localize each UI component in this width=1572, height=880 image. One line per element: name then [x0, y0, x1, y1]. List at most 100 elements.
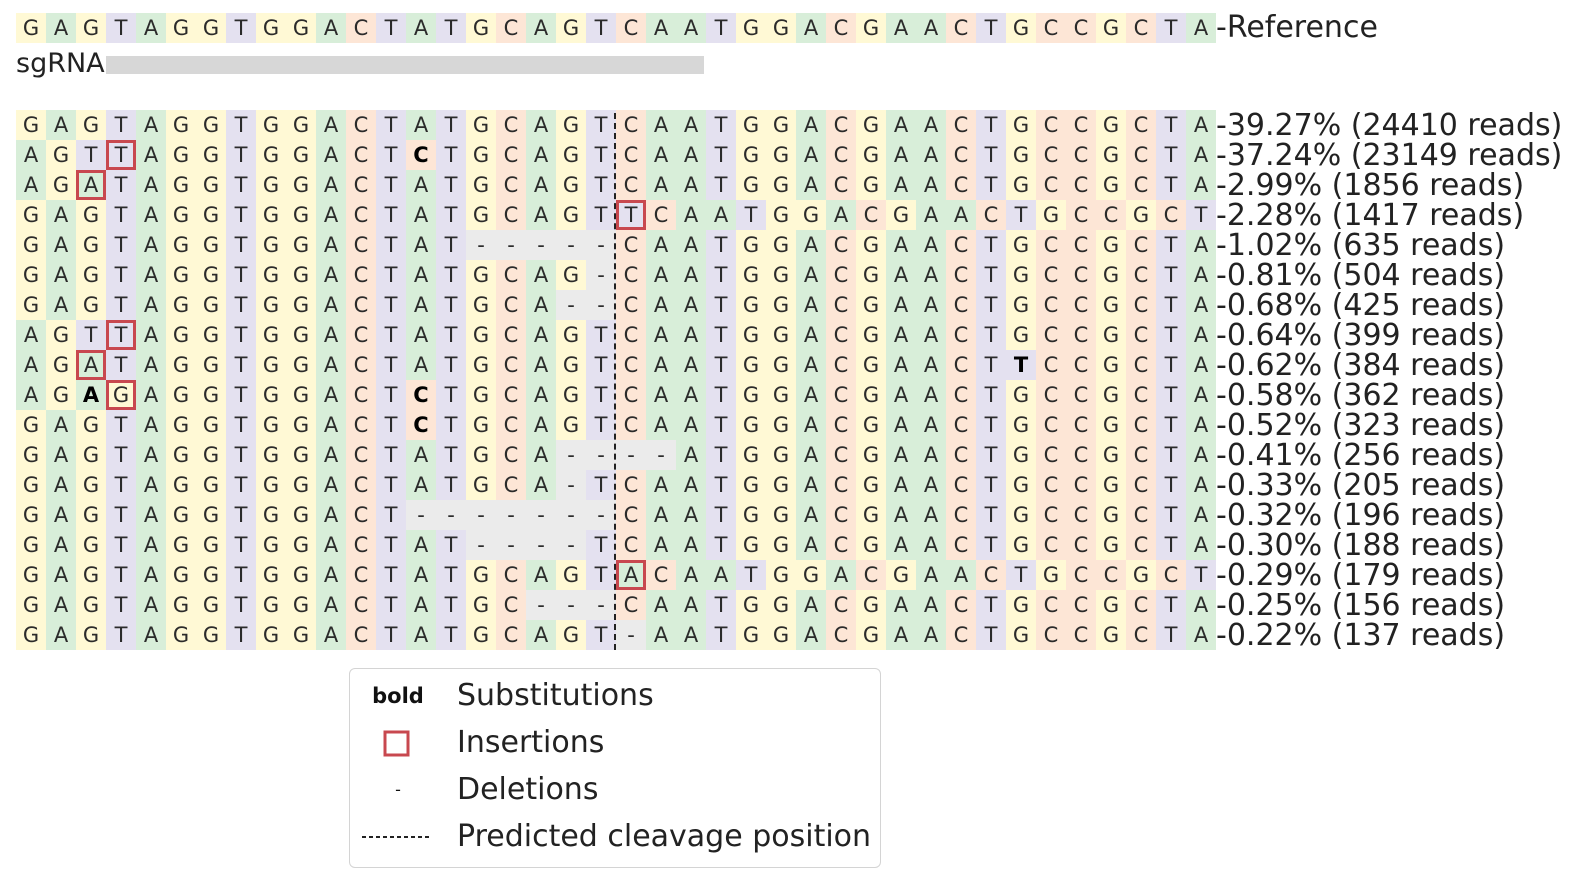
legend-cleavage: Predicted cleavage position [350, 815, 882, 859]
nucleotide-cell: C [496, 620, 526, 650]
nucleotide-cell: A [916, 380, 946, 410]
nucleotide-cell: G [196, 110, 226, 140]
nucleotide-cell: T [436, 410, 466, 440]
legend-insertion-key [350, 721, 446, 765]
nucleotide-cell: G [286, 290, 316, 320]
nucleotide-cell: A [676, 200, 706, 230]
nucleotide-cell: G [76, 590, 106, 620]
nucleotide-cell: G [286, 590, 316, 620]
nucleotide-cell: A [316, 320, 346, 350]
nucleotide-cell: C [976, 200, 1006, 230]
nucleotide-cell: G [16, 470, 46, 500]
nucleotide-cell: C [406, 140, 436, 170]
nucleotide-cell: G [856, 110, 886, 140]
nucleotide-cell: G [766, 560, 796, 590]
nucleotide-cell: G [736, 140, 766, 170]
nucleotide-cell: - [616, 620, 646, 650]
nucleotide-cell: G [166, 170, 196, 200]
nucleotide-cell: A [796, 230, 826, 260]
nucleotide-cell: A [136, 320, 166, 350]
nucleotide-cell: G [1006, 440, 1036, 470]
nucleotide-cell: A [136, 560, 166, 590]
nucleotide-cell: A [886, 500, 916, 530]
nucleotide-cell: G [466, 260, 496, 290]
nucleotide-cell: G [556, 410, 586, 440]
nucleotide-cell: T [706, 620, 736, 650]
nucleotide-cell: G [766, 200, 796, 230]
nucleotide-cell: A [886, 470, 916, 500]
nucleotide-cell: A [526, 170, 556, 200]
nucleotide-cell: T [1156, 170, 1186, 200]
nucleotide-cell: G [886, 560, 916, 590]
nucleotide-cell: T [436, 440, 466, 470]
nucleotide-cell: T [586, 410, 616, 440]
nucleotide-cell: C [826, 620, 856, 650]
nucleotide-cell: T [616, 200, 646, 230]
nucleotide-cell: C [826, 500, 856, 530]
nucleotide-cell: C [616, 110, 646, 140]
nucleotide-cell: A [136, 440, 166, 470]
nucleotide-cell: A [1186, 410, 1216, 440]
nucleotide-cell: G [736, 350, 766, 380]
nucleotide-cell: G [1096, 620, 1126, 650]
nucleotide-cell: A [796, 470, 826, 500]
legend-cleavage-key [350, 815, 446, 859]
nucleotide-cell: G [1126, 560, 1156, 590]
nucleotide-cell: G [856, 410, 886, 440]
nucleotide-cell: A [796, 410, 826, 440]
nucleotide-cell: C [616, 260, 646, 290]
nucleotide-cell: G [766, 170, 796, 200]
nucleotide-cell: A [826, 560, 856, 590]
nucleotide-cell: C [1096, 560, 1126, 590]
nucleotide-cell: G [556, 380, 586, 410]
nucleotide-cell: T [106, 560, 136, 590]
insertion-marker [616, 560, 646, 590]
nucleotide-cell: A [316, 620, 346, 650]
nucleotide-cell: A [136, 350, 166, 380]
nucleotide-cell: A [46, 470, 76, 500]
nucleotide-cell: T [226, 560, 256, 590]
nucleotide-cell: A [136, 13, 166, 43]
nucleotide-cell: G [856, 320, 886, 350]
nucleotide-cell: C [346, 440, 376, 470]
nucleotide-cell: T [106, 410, 136, 440]
nucleotide-cell: T [376, 170, 406, 200]
nucleotide-cell: T [706, 320, 736, 350]
nucleotide-cell: T [1156, 440, 1186, 470]
nucleotide-cell: G [766, 620, 796, 650]
nucleotide-cell: A [796, 440, 826, 470]
nucleotide-cell: T [106, 620, 136, 650]
nucleotide-cell: G [256, 470, 286, 500]
nucleotide-cell: G [286, 440, 316, 470]
nucleotide-cell: A [1186, 620, 1216, 650]
nucleotide-cell: T [586, 170, 616, 200]
nucleotide-cell: T [226, 380, 256, 410]
nucleotide-cell: C [496, 260, 526, 290]
nucleotide-cell: A [886, 380, 916, 410]
nucleotide-cell: A [916, 440, 946, 470]
nucleotide-cell: G [466, 380, 496, 410]
nucleotide-cell: T [226, 140, 256, 170]
nucleotide-cell: A [916, 350, 946, 380]
insertion-marker [106, 320, 136, 350]
nucleotide-cell: T [586, 530, 616, 560]
nucleotide-cell: A [46, 500, 76, 530]
nucleotide-cell: A [16, 380, 46, 410]
nucleotide-cell: G [196, 470, 226, 500]
nucleotide-cell: A [796, 530, 826, 560]
nucleotide-cell: G [286, 410, 316, 440]
nucleotide-cell: A [406, 350, 436, 380]
nucleotide-cell: G [736, 260, 766, 290]
nucleotide-cell: C [1126, 170, 1156, 200]
nucleotide-cell: G [1036, 560, 1066, 590]
nucleotide-cell: A [136, 590, 166, 620]
nucleotide-cell: G [256, 590, 286, 620]
nucleotide-cell: A [1186, 140, 1216, 170]
nucleotide-cell: G [466, 470, 496, 500]
nucleotide-cell: A [676, 470, 706, 500]
nucleotide-cell: C [1126, 320, 1156, 350]
nucleotide-cell: T [976, 500, 1006, 530]
nucleotide-cell: A [1186, 530, 1216, 560]
nucleotide-cell: - [586, 290, 616, 320]
nucleotide-cell: C [346, 200, 376, 230]
